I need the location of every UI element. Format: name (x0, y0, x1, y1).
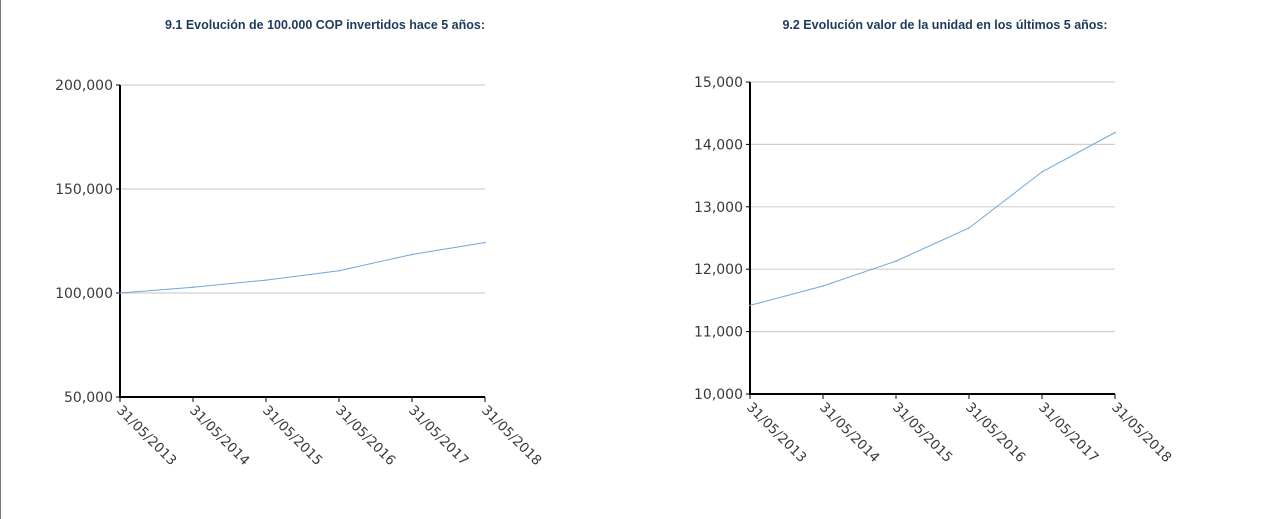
y-tick-label: 15,000 (694, 75, 743, 91)
data-point (1114, 131, 1116, 134)
data-point (265, 279, 267, 281)
x-tick-label: 31/05/2014 (816, 400, 882, 466)
chart-unit-value-evolution: 10,000 11,000 12,000 13,000 14,000 15,000 31/0… (694, 75, 1175, 466)
data-point (119, 292, 121, 294)
y-tick-label: 200,000 (55, 78, 113, 94)
data-point (822, 285, 824, 287)
x-tick-label: 31/05/2017 (1035, 400, 1101, 466)
x-tick-label: 31/05/2013 (743, 400, 809, 466)
x-tick-label: 31/05/2017 (405, 403, 471, 469)
x-tick-label: 31/05/2018 (1108, 400, 1174, 466)
y-tick-label: 14,000 (694, 137, 743, 153)
data-point (338, 269, 340, 272)
data-point (1041, 171, 1043, 173)
series-line (119, 242, 486, 294)
x-tick-label: 31/05/2018 (478, 403, 544, 469)
series-line (749, 132, 1116, 306)
data-point (895, 260, 897, 262)
chart-2-title: 9.2 Evolución valor de la unidad en los … (782, 18, 1108, 32)
y-tick-label: 13,000 (694, 200, 743, 216)
data-point (749, 304, 751, 307)
y-tick-label: 100,000 (55, 286, 113, 302)
data-point (484, 241, 486, 244)
chart-1-title: 9.1 Evolución de 100.000 COP invertidos … (164, 18, 486, 32)
data-point (968, 227, 970, 229)
data-point (192, 286, 194, 288)
y-tick-label: 10,000 (694, 387, 743, 403)
x-tick-label: 31/05/2014 (186, 403, 252, 469)
y-tick-label: 11,000 (694, 325, 743, 341)
x-tick-label: 31/05/2016 (962, 400, 1028, 466)
y-tick-label: 50,000 (64, 390, 113, 406)
x-tick-label: 31/05/2015 (259, 403, 325, 469)
x-tick-label: 31/05/2016 (332, 403, 398, 469)
x-tick-label: 31/05/2013 (113, 403, 179, 469)
y-tick-label: 150,000 (55, 182, 113, 198)
data-point (411, 253, 413, 256)
x-tick-label: 31/05/2015 (889, 400, 955, 466)
y-tick-label: 12,000 (694, 262, 743, 278)
